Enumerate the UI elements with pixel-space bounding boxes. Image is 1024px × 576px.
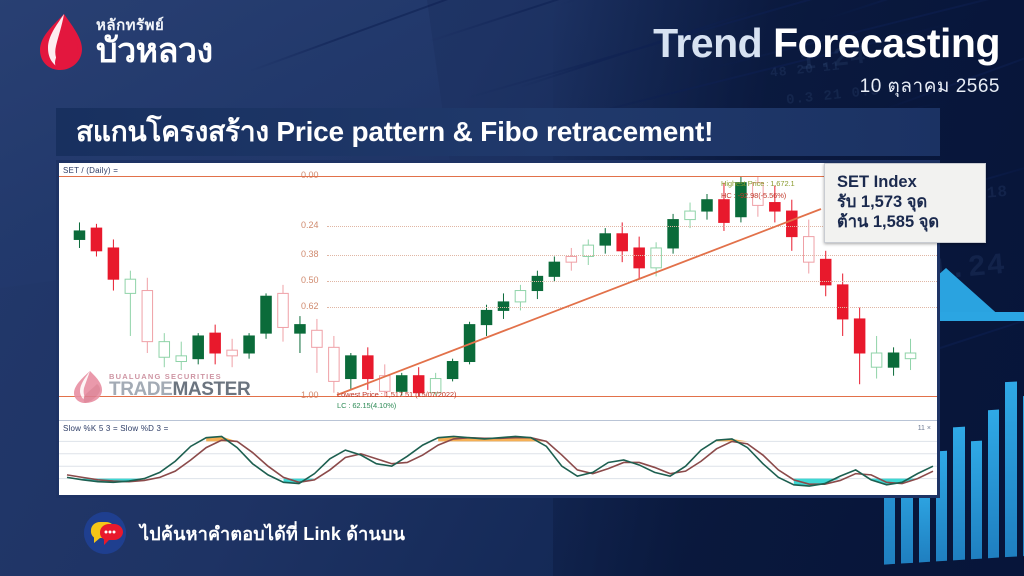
header-date: 10 ตุลาคม 2565 [859,76,1000,97]
fib-label-0.38: 0.38 [301,249,319,259]
callout-line-3: ต้าน 1,585 จุด [837,213,940,232]
watermark-master: MASTER [172,379,251,401]
annotation-lowest-price: Lowest Price : 1,517.51 (15/07/2022) [337,390,457,399]
fib-line-0.62 [327,307,937,308]
fib-label-0.62: 0.62 [301,301,319,311]
page-title: Trend Forecasting [653,20,1000,67]
stochastic-label: Slow %K 5 3 = Slow %D 3 = [63,424,169,433]
annotation-lowest-change: LC : 62.15(4.10%) [337,401,397,410]
chat-bubbles-icon[interactable] [84,512,126,554]
trademaster-watermark: BUALUANG SECURITIES TRADEMASTER [71,369,251,403]
fib-label-0.24: 0.24 [301,220,319,230]
title-part-2: Forecasting [773,20,1000,66]
bualuang-lotus-icon [71,369,105,403]
decorative-arrow-base [858,312,1024,321]
footer[interactable]: ไปค้นหาคำตอบได้ที่ Link ด้านบน [84,512,405,554]
fib-label-1.00: 1.00 [301,390,319,400]
annotation-highest-price: Highest Price : 1,672.1 [721,179,795,188]
set-index-callout: SET Index รับ 1,573 จุด ต้าน 1,585 จุด [824,163,986,244]
fib-line-0.38 [327,255,937,256]
watermark-top-text: BUALUANG SECURITIES [109,371,222,381]
callout-line-2: รับ 1,573 จุด [837,193,928,212]
stochastic-panel[interactable]: Slow %K 5 3 = Slow %D 3 = 11 × [59,420,937,495]
fib-label-0.50: 0.50 [301,275,319,285]
headline-text: สแกนโครงสร้าง Price pattern & Fibo retra… [76,116,714,147]
headline-banner: สแกนโครงสร้าง Price pattern & Fibo retra… [56,108,940,156]
chart-symbol-tag: SET / (Daily) = [63,166,119,175]
lotus-flame-icon [34,12,88,74]
logo-main-text: บัวหลวง [96,32,213,70]
stochastic-series [59,435,937,487]
watermark-main-text: TRADEMASTER [109,379,251,401]
title-part-1: Trend [653,20,763,66]
fib-line-1.00 [59,396,937,397]
watermark-trade: TRADE [109,379,173,401]
stochastic-corner-value: 11 × [917,425,931,432]
brand-logo: หลักทรัพย์ บัวหลวง [34,12,213,74]
fib-line-0.00 [59,176,937,177]
chart-card[interactable]: SET / (Daily) = 0.00 0.24 0.38 0.50 0.62 1.00… [56,160,940,498]
callout-line-1: SET Index [837,173,917,191]
annotation-highest-change: HC : -92.98(-5.56%) [721,191,787,200]
fib-line-0.50 [327,281,937,282]
logo-top-text: หลักทรัพย์ [96,17,165,34]
header-right: Trend Forecasting 10 ตุลาคม 2565 [653,20,1000,101]
price-chart-panel[interactable]: SET / (Daily) = 0.00 0.24 0.38 0.50 0.62 1.00… [59,163,937,418]
footer-text: ไปค้นหาคำตอบได้ที่ Link ด้านบน [140,523,406,544]
fib-label-0.00: 0.00 [301,170,319,180]
